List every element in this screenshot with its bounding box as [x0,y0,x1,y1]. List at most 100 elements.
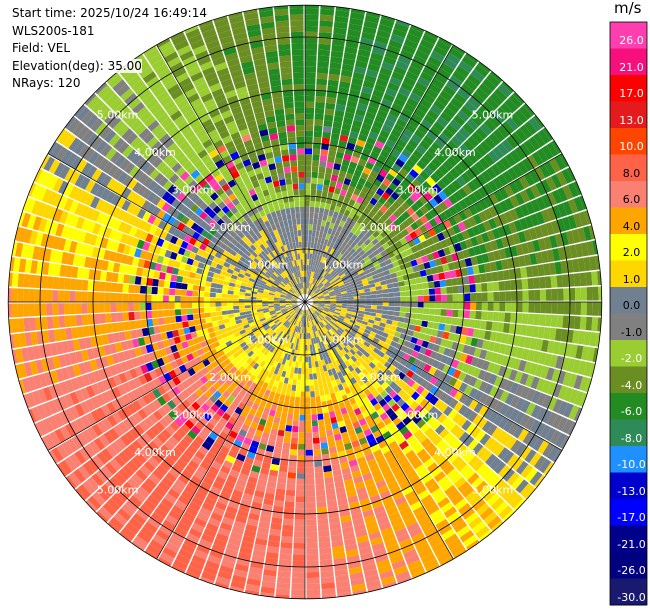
velocity-gate [387,345,396,353]
velocity-gate [424,478,437,489]
velocity-gate [355,182,364,191]
velocity-gate [462,122,475,135]
velocity-gate [313,254,318,261]
velocity-gate [203,291,211,297]
velocity-gate [294,367,299,374]
velocity-gate [447,511,461,523]
velocity-gate [284,395,291,402]
velocity-gate [296,478,305,485]
velocity-gate [428,308,436,315]
velocity-gate [365,249,373,256]
velocity-gate [408,342,416,350]
velocity-gate [533,277,540,289]
velocity-gate [312,305,318,309]
velocity-gate [275,488,286,496]
velocity-gate [347,29,361,38]
velocity-gate [319,285,325,290]
velocity-gate [401,366,410,375]
velocity-gate [280,412,288,420]
velocity-gate [365,69,379,78]
velocity-gate [349,257,357,264]
velocity-gate [324,418,331,425]
velocity-gate [233,309,240,314]
velocity-gate [381,124,393,134]
velocity-gate [416,103,429,114]
velocity-gate [516,290,523,301]
velocity-gate [305,379,310,386]
velocity-gate [459,240,468,251]
velocity-gate [400,81,414,92]
velocity-gate [244,299,251,302]
velocity-gate [463,435,475,447]
velocity-gate [383,327,391,334]
velocity-gate [128,284,135,293]
velocity-gate [163,316,171,325]
velocity-gate [470,293,477,302]
velocity-gate [429,375,439,385]
velocity-gate [459,530,475,543]
velocity-gate [328,309,335,314]
velocity-gate [431,329,439,337]
velocity-gate [295,502,305,509]
velocity-gate [389,243,398,251]
velocity-gate [323,465,332,473]
velocity-gate [507,167,519,181]
velocity-gate [312,304,319,307]
velocity-gate [312,299,319,302]
velocity-gate [463,78,478,91]
velocity-gate [405,449,416,460]
velocity-gate [379,129,390,139]
velocity-gate [537,440,550,455]
velocity-gate [364,358,372,365]
velocity-gate [388,364,397,373]
velocity-gate [316,407,323,415]
velocity-gate [343,117,353,126]
velocity-gate [531,151,544,166]
velocity-gate [450,424,461,436]
velocity-gate [324,173,332,180]
velocity-gate [409,439,421,450]
velocity-gate [320,262,325,269]
velocity-gate [116,283,124,293]
velocity-gate [332,193,340,200]
velocity-gate [317,323,322,329]
velocity-gate [374,83,387,93]
velocity-gate [355,164,365,172]
velocity-gate [427,187,438,198]
velocity-gate [436,232,446,242]
velocity-gate [427,56,442,68]
velocity-gate [316,84,327,91]
velocity-gate [357,316,364,321]
velocity-gate [133,293,140,302]
velocity-gate [335,267,342,274]
velocity-gate [481,170,492,183]
velocity-gate [322,184,330,192]
velocity-gate [28,303,36,317]
velocity-gate [381,373,389,382]
velocity-gate [323,272,329,278]
velocity-gate [536,392,547,406]
velocity-gate [515,442,527,457]
velocity-gate [391,360,400,368]
velocity-gate [524,337,532,349]
velocity-gate [470,337,479,347]
velocity-gate [483,208,493,220]
velocity-gate [411,350,419,358]
velocity-gate [453,520,468,533]
velocity-gate [487,362,496,373]
velocity-gate [105,271,113,282]
velocity-gate [379,322,386,328]
velocity-gate [388,182,398,192]
velocity-gate [475,144,488,157]
velocity-gate [501,259,509,270]
velocity-gate [580,287,587,301]
velocity-gate [319,14,334,22]
velocity-gate [466,266,474,276]
velocity-gate [406,435,417,445]
velocity-gate [358,347,366,354]
velocity-gate [515,479,529,494]
velocity-gate [560,260,568,274]
velocity-gate [476,254,484,265]
velocity-gate [330,229,337,236]
velocity-gate [377,369,385,378]
